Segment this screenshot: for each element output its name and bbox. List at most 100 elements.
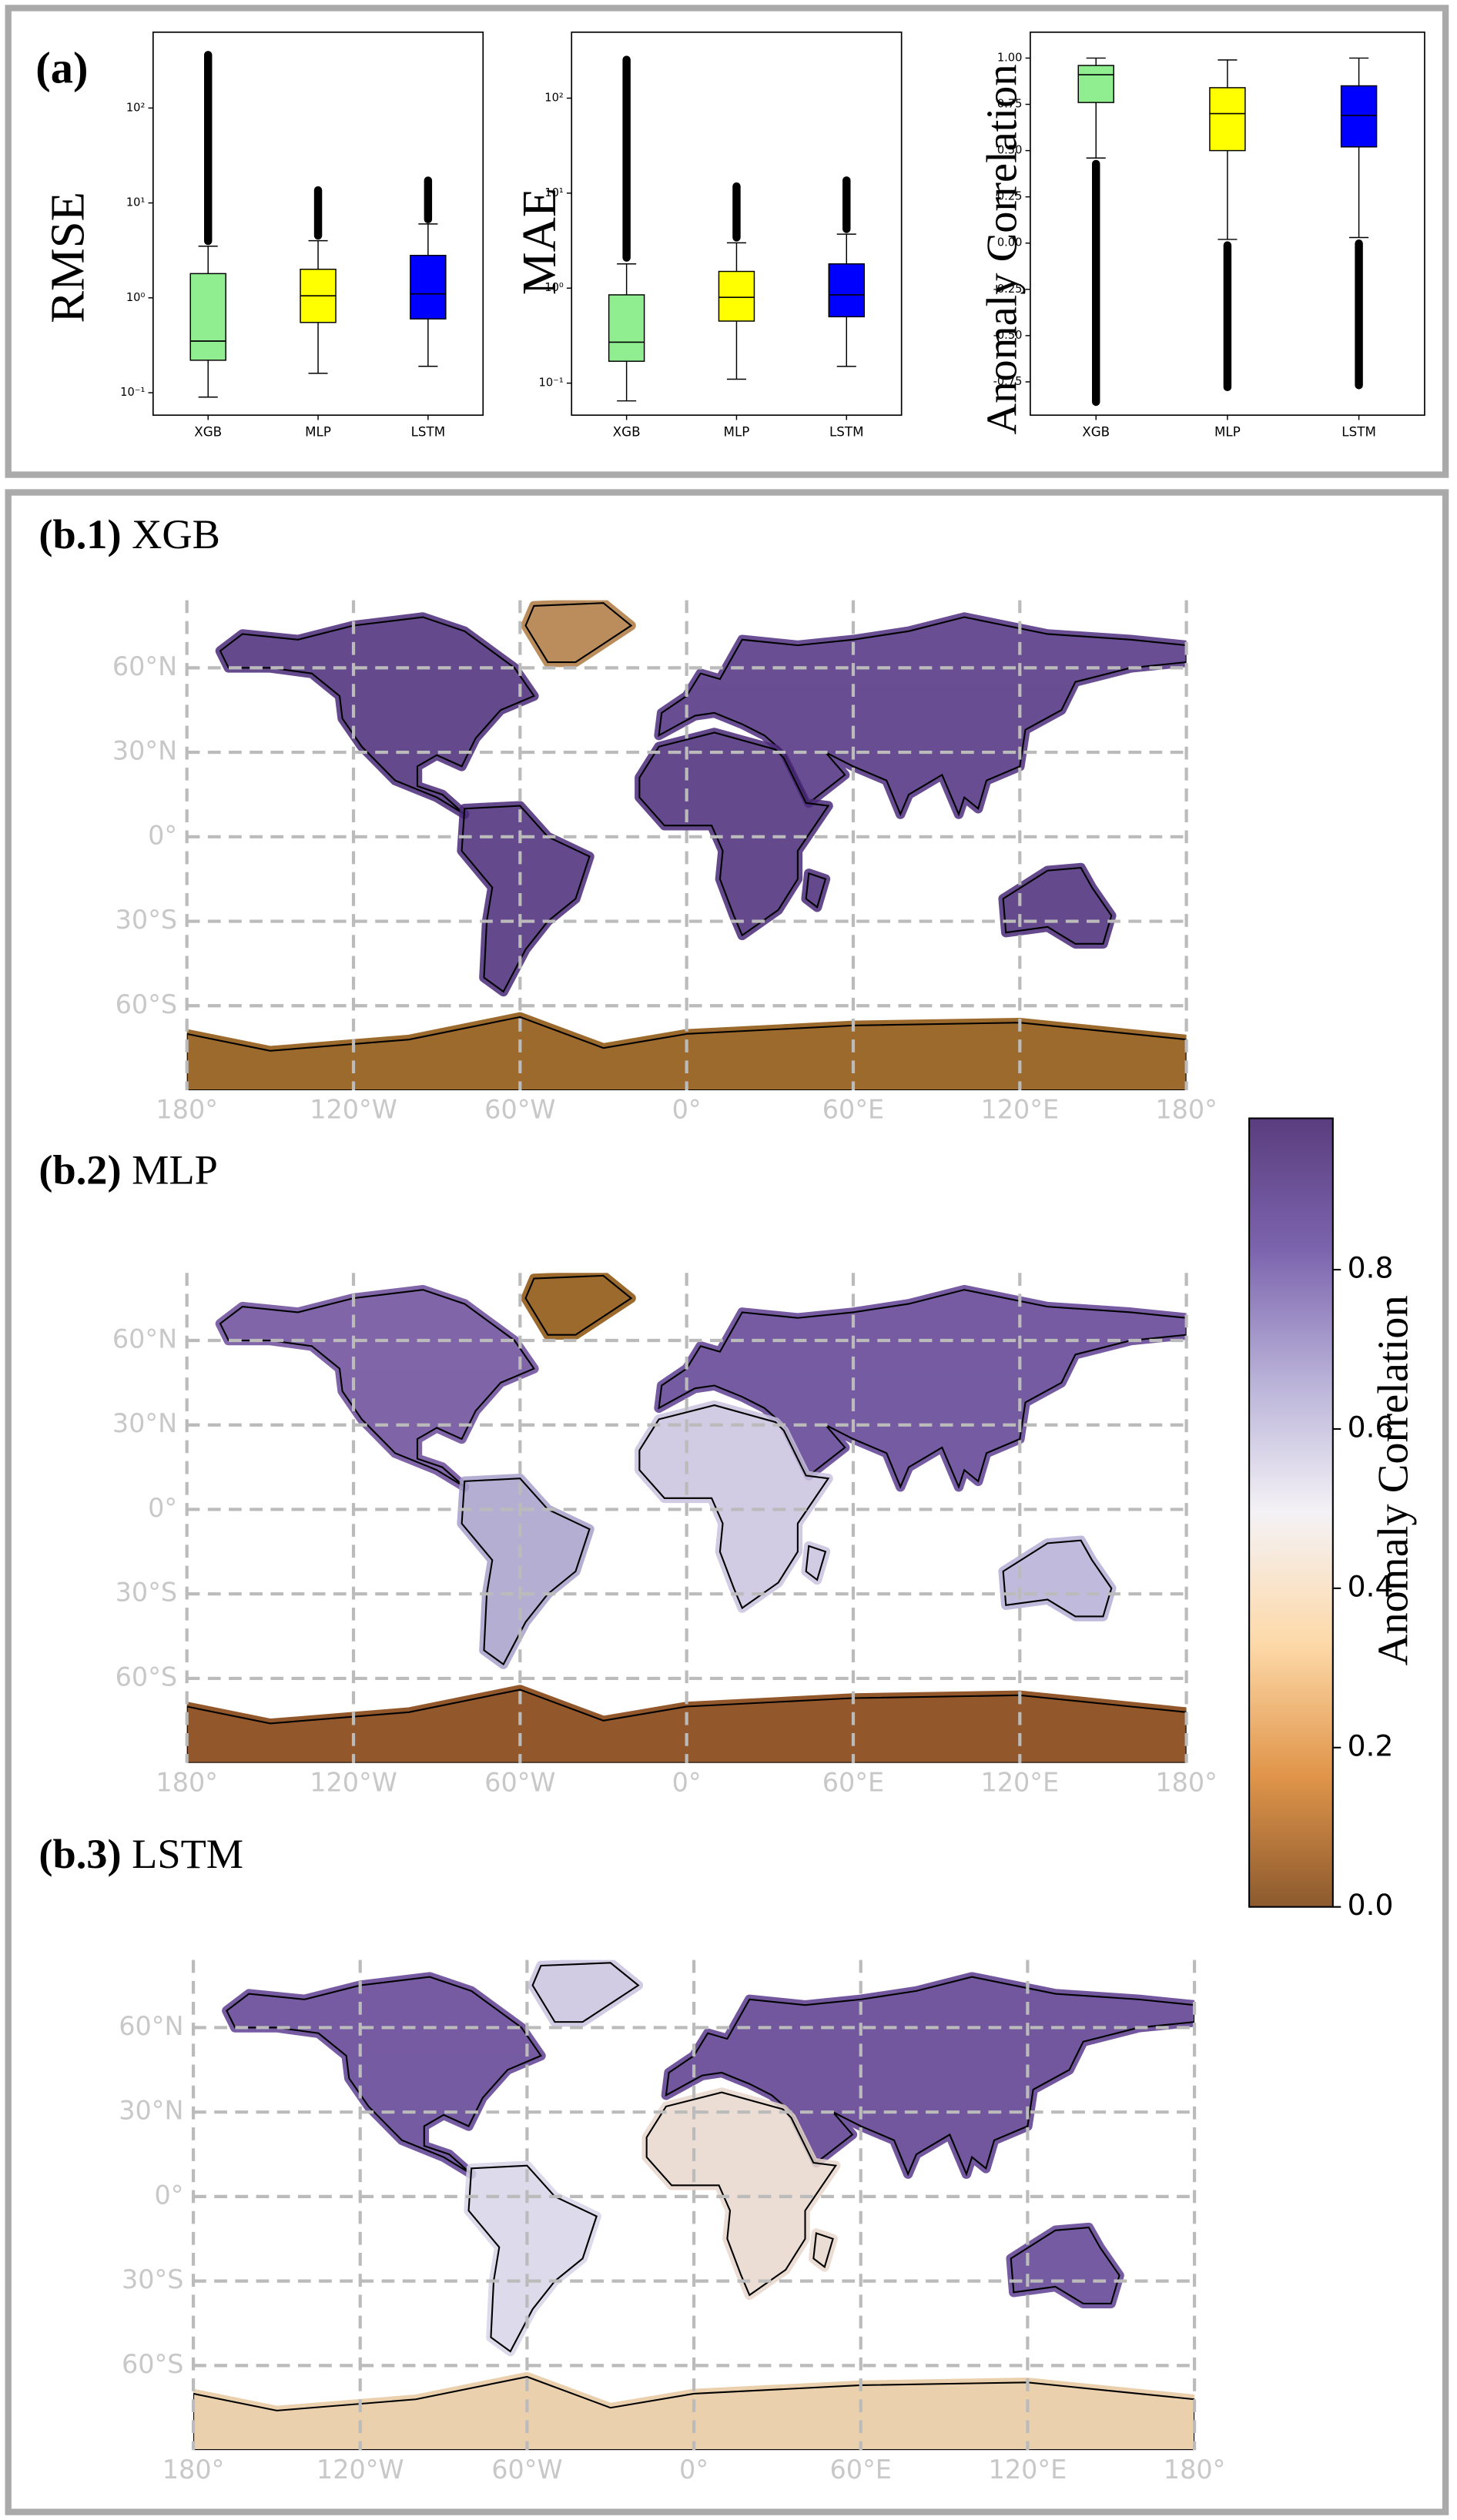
y-tick-label: 0.75 <box>997 98 1023 111</box>
map <box>186 600 1187 1091</box>
y-tick-label: 0.50 <box>997 144 1023 157</box>
x-tick-label: 60°E <box>822 1767 884 1797</box>
y-tick-label: 10⁻¹ <box>120 386 145 399</box>
y-tick-label: 60°N <box>119 2011 183 2041</box>
x-tick-label: 60°W <box>484 1767 555 1797</box>
coastline <box>805 1544 827 1581</box>
y-tick-label: 30°N <box>112 736 177 766</box>
y-axis-label: Anomaly Correlation <box>978 64 1026 434</box>
y-tick-label: 30°S <box>116 905 178 935</box>
y-axis-label: MAE <box>512 188 566 295</box>
box <box>608 294 645 362</box>
y-tick-label: 30°S <box>122 2264 184 2294</box>
y-tick-label: -0.25 <box>993 283 1023 296</box>
x-tick-label: 180° <box>1155 1095 1218 1125</box>
x-tick-label: 180° <box>1164 2455 1226 2485</box>
x-tick-label: MLP <box>1214 424 1241 440</box>
panel-label: (b.3) <box>39 1831 121 1877</box>
colorbar-label: Anomaly Correlation <box>1369 1295 1417 1665</box>
coastline <box>1002 1539 1113 1618</box>
y-tick-label: 0° <box>148 1493 177 1523</box>
coastline <box>524 1274 633 1336</box>
y-tick-label: 60°N <box>112 1324 177 1354</box>
x-tick-label: LSTM <box>411 424 446 440</box>
coastline <box>219 616 535 815</box>
x-tick-label: 120°W <box>310 1095 397 1125</box>
model-name: MLP <box>132 1147 218 1193</box>
panel-title: (b.2) MLP <box>39 1147 217 1193</box>
y-tick-label: 30°S <box>116 1578 178 1608</box>
y-tick-label: 60°N <box>112 651 177 681</box>
y-tick-label: 0° <box>148 820 177 850</box>
x-tick-label: 0° <box>672 1767 702 1797</box>
x-tick-label: 120°E <box>980 1767 1059 1797</box>
x-tick-label: XGB <box>1082 424 1110 440</box>
flier-cloud <box>732 182 741 242</box>
x-tick-label: MLP <box>724 424 750 440</box>
y-tick-label: 0.2 <box>1348 1729 1394 1762</box>
y-tick-label: 60°S <box>122 2349 184 2379</box>
x-tick-label: XGB <box>194 424 222 440</box>
box <box>1340 85 1378 148</box>
y-tick-label: 10² <box>126 101 145 114</box>
x-tick-label: 120°W <box>317 2455 404 2485</box>
x-tick-label: 180° <box>156 1095 218 1125</box>
y-tick-label: 0.6 <box>1348 1410 1394 1444</box>
y-tick-label: -0.75 <box>993 375 1023 388</box>
y-tick-label: 10¹ <box>544 186 564 199</box>
y-tick-label: 0.0 <box>1348 1888 1394 1922</box>
box <box>1209 87 1246 152</box>
x-tick-label: 120°W <box>310 1767 397 1797</box>
box <box>410 254 447 320</box>
panel-frame <box>5 5 1449 478</box>
y-tick-label: 1.00 <box>997 51 1023 64</box>
x-tick-label: 60°W <box>491 2455 562 2485</box>
x-tick-label: 60°E <box>830 2455 892 2485</box>
y-tick-label: 0.8 <box>1348 1251 1394 1285</box>
coastline <box>1010 2227 1120 2304</box>
flier-cloud <box>424 176 433 224</box>
x-tick-label: 0° <box>672 1095 702 1125</box>
coastline <box>805 872 827 909</box>
land <box>457 801 595 997</box>
panel-title: (b.1) XGB <box>39 512 219 558</box>
flier-cloud <box>1355 239 1363 390</box>
coastline <box>638 731 830 937</box>
colorbar <box>1248 1117 1334 1908</box>
x-tick-label: XGB <box>613 424 641 440</box>
flier-cloud <box>1223 241 1232 391</box>
y-tick-label: 0° <box>155 2180 184 2210</box>
coastline <box>1002 866 1113 945</box>
coastline <box>638 1404 830 1610</box>
y-tick-label: -0.50 <box>993 329 1023 342</box>
y-tick-label: 60°S <box>116 989 178 1019</box>
model-name: LSTM <box>132 1831 243 1877</box>
y-tick-label: 10⁰ <box>544 281 564 294</box>
y-tick-label: 0.00 <box>997 236 1023 249</box>
x-tick-label: LSTM <box>1341 424 1376 440</box>
x-tick-label: 60°E <box>822 1095 884 1125</box>
panel-label: (b.2) <box>39 1147 121 1193</box>
land <box>464 2160 601 2357</box>
panel-label: (a) <box>35 42 88 92</box>
y-tick-label: 0.4 <box>1348 1569 1394 1603</box>
land <box>457 1473 595 1669</box>
map <box>193 1959 1195 2451</box>
coastline <box>531 1962 640 2023</box>
y-tick-label: 10² <box>544 91 563 104</box>
y-tick-label: 30°N <box>119 2096 183 2126</box>
flier-cloud <box>203 51 213 246</box>
y-axis-label: RMSE <box>41 192 95 323</box>
x-tick-label: 60°W <box>484 1095 555 1125</box>
x-tick-label: 180° <box>162 2455 225 2485</box>
box <box>828 263 865 318</box>
x-tick-label: LSTM <box>829 424 864 440</box>
coastline <box>812 2232 834 2269</box>
flier-cloud <box>622 55 631 262</box>
panel-label: (b.1) <box>39 512 121 558</box>
y-tick-label: 10⁰ <box>126 291 146 304</box>
flier-cloud <box>842 176 851 233</box>
y-tick-label: 0.25 <box>997 190 1023 203</box>
y-tick-label: 10¹ <box>126 196 146 209</box>
